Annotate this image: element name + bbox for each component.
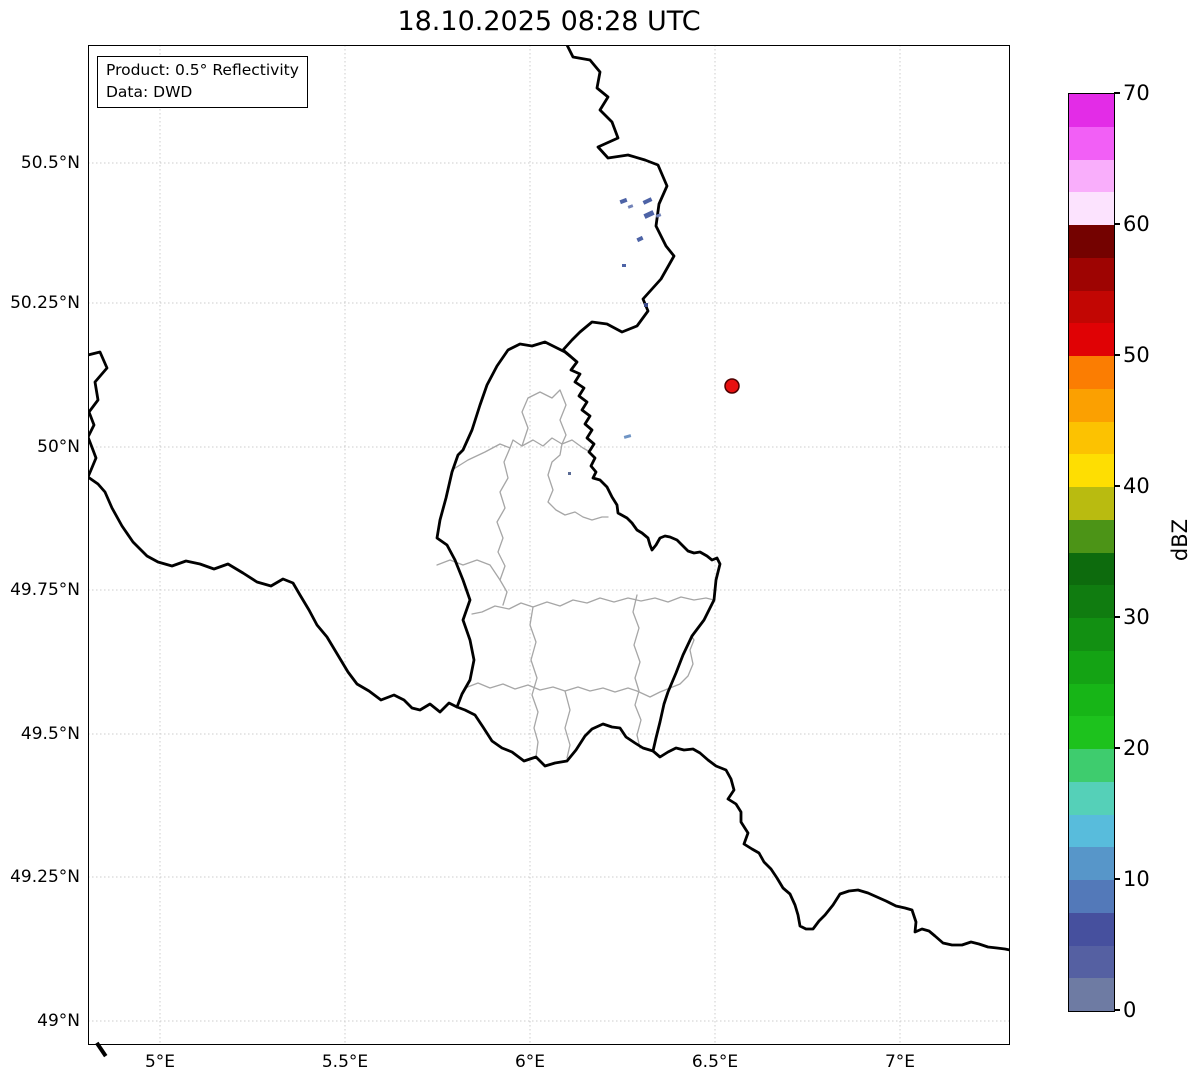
colorbar-segment — [1069, 650, 1114, 684]
colorbar-segment — [1069, 421, 1114, 455]
colorbar-segment — [1069, 356, 1114, 389]
data-source-label: Data: DWD — [106, 83, 193, 101]
x-tick-label: 7°E — [884, 1052, 916, 1072]
colorbar-segment — [1069, 257, 1114, 291]
colorbar-segment — [1069, 388, 1114, 422]
colorbar-segment — [1069, 880, 1114, 913]
colorbar-tick-label: 70 — [1123, 80, 1150, 105]
district-border — [564, 690, 571, 759]
colorbar-segment — [1069, 716, 1114, 749]
colorbar-segment — [1069, 225, 1114, 258]
colorbar-tick-mark — [1114, 1009, 1120, 1011]
colorbar-tick-label: 10 — [1123, 866, 1150, 891]
colorbar-tick-mark — [1114, 616, 1120, 618]
country-border — [651, 746, 1010, 952]
colorbar-tick-label: 50 — [1123, 342, 1150, 367]
colorbar-tick-mark — [1114, 354, 1120, 356]
district-border — [547, 443, 609, 521]
radar-echoes — [568, 197, 662, 475]
radar-echo — [644, 303, 648, 307]
colorbar-segment — [1069, 487, 1114, 520]
colorbar-segment — [1069, 454, 1114, 487]
colorbar-segment — [1069, 847, 1114, 880]
district-border — [471, 596, 715, 615]
plot-title: 18.10.2025 08:28 UTC — [397, 6, 701, 37]
radar-site-dot — [724, 378, 740, 394]
y-tick-label: 49°N — [37, 1011, 80, 1031]
colorbar-segment — [1069, 683, 1114, 717]
district-border — [521, 389, 567, 447]
product-info-box: Product: 0.5° Reflectivity Data: DWD — [97, 56, 308, 108]
colorbar-segment — [1069, 519, 1114, 553]
district-border — [632, 594, 642, 749]
colorbar-tick-mark — [1114, 92, 1120, 94]
colorbar-tick-label: 0 — [1123, 997, 1137, 1022]
map-canvas — [88, 45, 1010, 1045]
x-tick-label: 6°E — [514, 1052, 546, 1072]
colorbar-segment — [1069, 781, 1114, 815]
colorbar-tick-mark — [1114, 485, 1120, 487]
colorbar-unit-label: dBZ — [1168, 518, 1192, 562]
district-border — [451, 437, 591, 471]
colorbar-segment — [1069, 192, 1114, 225]
colorbar-segment — [1069, 585, 1114, 618]
district-border — [496, 447, 511, 606]
y-tick-label: 50.5°N — [20, 153, 80, 173]
colorbar-segment — [1069, 945, 1114, 979]
radar-echo — [623, 434, 632, 439]
radar-echo — [622, 264, 626, 267]
x-tick-label: 5°E — [144, 1052, 176, 1072]
colorbar-segment — [1069, 912, 1114, 946]
colorbar-segment — [1069, 552, 1114, 586]
y-tick-label: 50.25°N — [10, 293, 80, 313]
colorbar-tick-label: 60 — [1123, 211, 1150, 236]
radar-echo — [568, 472, 571, 475]
district-border — [464, 682, 638, 693]
colorbar-segment — [1069, 290, 1114, 324]
colorbar-segment — [1069, 978, 1114, 1011]
colorbar-segment — [1069, 94, 1114, 127]
district-borders — [436, 389, 715, 759]
country-border — [88, 350, 459, 714]
radar-echo — [636, 235, 644, 243]
country-borders — [88, 45, 1010, 952]
product-label: Product: 0.5° Reflectivity — [106, 61, 299, 79]
y-tick-label: 49.5°N — [20, 724, 80, 744]
radar-echo — [643, 210, 655, 219]
graticule — [88, 45, 1010, 1045]
colorbar-tick-mark — [1114, 878, 1120, 880]
colorbar-tick-label: 20 — [1123, 735, 1150, 760]
district-border — [436, 559, 501, 581]
colorbar-segment — [1069, 814, 1114, 848]
y-tick-label: 49.75°N — [10, 580, 80, 600]
colorbar-segment — [1069, 159, 1114, 193]
colorbar-segment — [1069, 323, 1114, 356]
radar-echo — [627, 204, 634, 209]
district-border — [636, 636, 695, 698]
radar-echo — [642, 197, 653, 205]
radar-location-marker — [724, 378, 740, 394]
y-tick-label: 50°N — [37, 437, 80, 457]
radar-echo — [655, 213, 662, 218]
colorbar — [1068, 93, 1115, 1012]
colorbar-tick-mark — [1114, 747, 1120, 749]
radar-echo — [619, 197, 628, 205]
colorbar-tick-label: 30 — [1123, 604, 1150, 629]
colorbar-segment — [1069, 126, 1114, 160]
colorbar-segment — [1069, 618, 1114, 651]
x-tick-label: 5.5°E — [321, 1052, 369, 1072]
y-tick-label: 49.25°N — [10, 867, 80, 887]
colorbar-tick-mark — [1114, 223, 1120, 225]
colorbar-tick-label: 40 — [1123, 473, 1150, 498]
colorbar-segment — [1069, 749, 1114, 782]
country-border — [561, 45, 676, 358]
country-border — [435, 340, 722, 768]
x-tick-label: 6.5°E — [691, 1052, 739, 1072]
district-border — [529, 606, 539, 758]
radar-map — [88, 45, 1010, 1045]
